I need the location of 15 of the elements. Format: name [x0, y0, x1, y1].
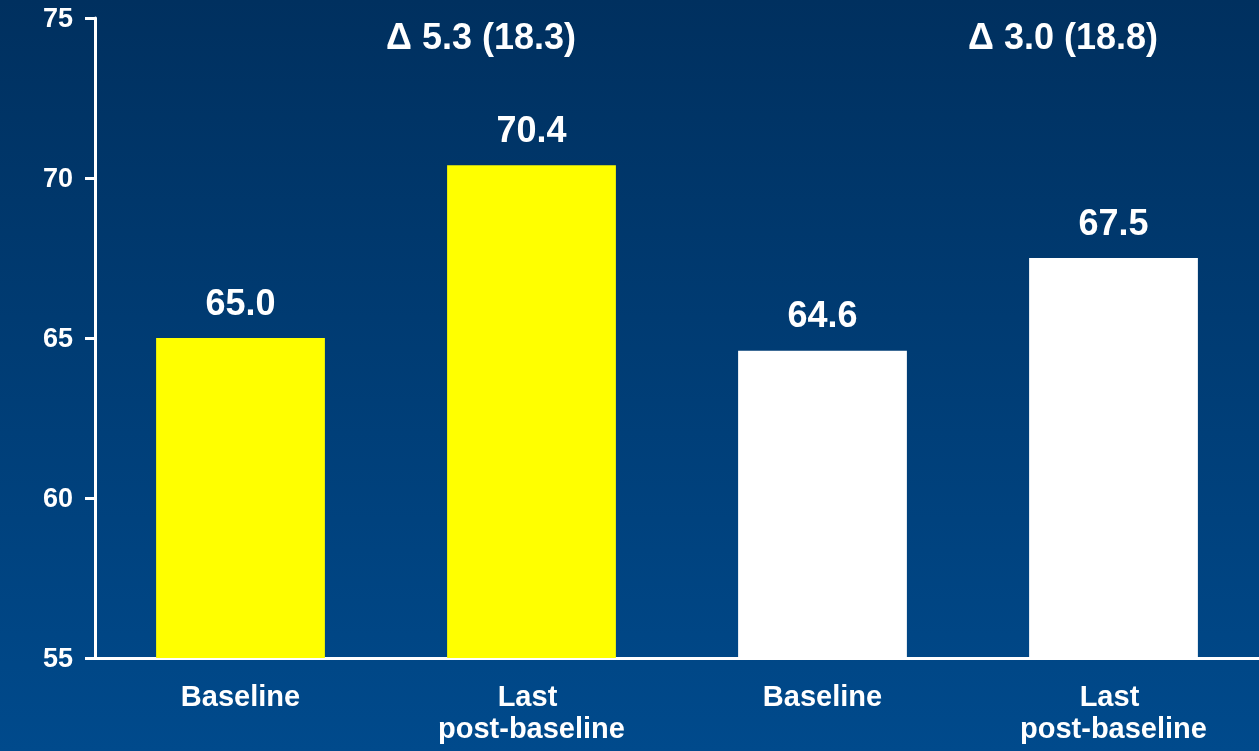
- annotation: Δ 5.3 (18.3): [386, 15, 576, 57]
- x-tick-label: Last post-baseline: [438, 680, 625, 744]
- y-tick-label: 65: [42, 323, 73, 353]
- y-tick-label: 75: [42, 3, 73, 33]
- x-tick-label: Last post-baseline: [1020, 680, 1207, 744]
- x-tick-label: Baseline: [762, 680, 883, 712]
- x-tick-label: Baseline: [180, 680, 301, 712]
- y-tick-label: 55: [42, 643, 73, 673]
- data-label: 67.5: [1078, 201, 1149, 243]
- y-tick-label: 70: [42, 163, 73, 193]
- data-label: 64.6: [787, 294, 858, 336]
- data-label: 65.0: [205, 281, 276, 323]
- annotation: Δ 3.0 (18.8): [968, 15, 1158, 57]
- y-tick-label: 60: [42, 483, 73, 513]
- data-label: 70.4: [496, 108, 567, 150]
